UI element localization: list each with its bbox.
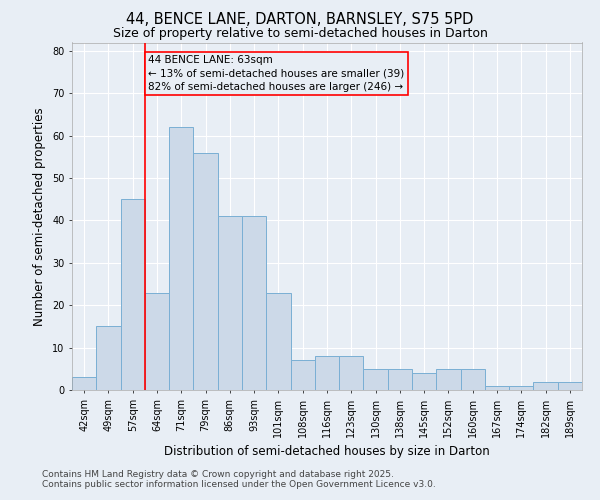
- Bar: [193, 152, 218, 390]
- Bar: [558, 382, 582, 390]
- X-axis label: Distribution of semi-detached houses by size in Darton: Distribution of semi-detached houses by …: [164, 446, 490, 458]
- Text: Contains HM Land Registry data © Crown copyright and database right 2025.
Contai: Contains HM Land Registry data © Crown c…: [42, 470, 436, 489]
- Bar: [315, 356, 339, 390]
- Bar: [242, 216, 266, 390]
- Bar: [339, 356, 364, 390]
- Y-axis label: Number of semi-detached properties: Number of semi-detached properties: [34, 107, 46, 326]
- Bar: [72, 378, 96, 390]
- Bar: [509, 386, 533, 390]
- Bar: [436, 369, 461, 390]
- Text: 44, BENCE LANE, DARTON, BARNSLEY, S75 5PD: 44, BENCE LANE, DARTON, BARNSLEY, S75 5P…: [127, 12, 473, 28]
- Bar: [485, 386, 509, 390]
- Bar: [96, 326, 121, 390]
- Bar: [145, 292, 169, 390]
- Text: Size of property relative to semi-detached houses in Darton: Size of property relative to semi-detach…: [113, 28, 487, 40]
- Bar: [218, 216, 242, 390]
- Bar: [388, 369, 412, 390]
- Bar: [290, 360, 315, 390]
- Bar: [266, 292, 290, 390]
- Bar: [169, 128, 193, 390]
- Bar: [533, 382, 558, 390]
- Text: 44 BENCE LANE: 63sqm
← 13% of semi-detached houses are smaller (39)
82% of semi-: 44 BENCE LANE: 63sqm ← 13% of semi-detac…: [149, 55, 405, 92]
- Bar: [412, 373, 436, 390]
- Bar: [121, 200, 145, 390]
- Bar: [461, 369, 485, 390]
- Bar: [364, 369, 388, 390]
